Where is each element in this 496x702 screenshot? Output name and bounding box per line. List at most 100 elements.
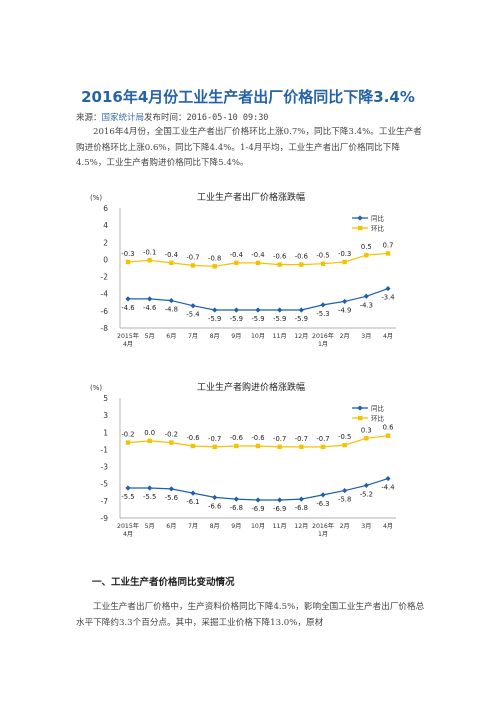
data-point [147,438,152,444]
data-label: -0.3 [121,250,134,258]
chart-input-price: 工业生产者购进价格涨跌幅 (%) -9 -7 -5 -3 -1 1 3 5 2015年 4月 5月 6月 7… [90,381,396,538]
x-tick-label: 8月 [210,523,220,530]
data-label: -6.3 [316,500,329,508]
data-label: -0.6 [186,434,199,442]
data-point [363,293,369,299]
data-point [342,442,347,448]
legend-label: 环比 [371,414,385,423]
data-point [169,440,174,445]
legend-label: 同比 [371,214,385,223]
x-tick-label: 8月 [210,333,220,340]
data-point [277,497,283,503]
data-label: -4.4 [381,484,394,492]
x-tick-label: 2015年 4月 [117,332,139,348]
data-point [342,259,347,265]
data-label: -4.3 [360,301,373,309]
x-tick-label: 10月 [251,333,265,340]
data-label: -6.1 [186,498,199,506]
data-label: -5.2 [360,490,373,498]
data-label: -5.9 [273,315,286,323]
section-heading: 一、工业生产者价格同比变动情况 [92,577,235,588]
y-tick-label: -4 [101,290,109,299]
data-point [190,490,196,496]
data-label: -5.8 [338,496,351,504]
data-label: -6.6 [208,502,221,510]
data-point [299,262,304,267]
data-point [364,436,369,441]
data-label: 0.3 [361,426,372,434]
data-label: -0.4 [251,251,264,259]
y-tick-label: 5 [103,394,108,403]
data-label: -6.9 [273,505,286,513]
data-label: -0.7 [295,435,308,443]
y-unit-label: (%) [90,194,102,202]
data-label: 0.5 [361,243,372,251]
data-label: -0.1 [143,248,156,256]
data-point [385,285,391,292]
data-point [147,258,152,263]
publish-time: 2016-05-10 09:30 [186,113,269,123]
x-tick-label: 12月 [294,333,308,340]
data-point [147,296,153,302]
x-tick-label: 4月 [383,523,393,530]
data-point [233,496,239,502]
data-point [233,307,239,313]
data-label: -5.9 [295,315,308,323]
data-point [342,487,348,494]
legend-marker [357,215,363,221]
x-tick-label: 2015年 4月 [117,522,139,538]
data-point [364,252,369,258]
data-point [147,485,153,491]
data-point [234,443,239,449]
data-label: 0.6 [383,424,394,432]
y-tick-label: 4 [103,221,108,230]
data-point [320,261,326,266]
data-label: -0.5 [316,252,329,260]
data-point [385,433,391,438]
data-point [125,440,131,445]
x-tick-label: 6月 [166,523,176,530]
y-tick-label: -2 [101,273,109,282]
source-prefix: 来源： [76,113,102,123]
article-title: 2016年4月份工业生产者出厂价格同比下降3.4% [81,88,415,106]
legend-label: 同比 [371,404,385,413]
data-label: -0.6 [295,253,308,261]
x-tick-label: 9月 [231,333,241,340]
source-link[interactable]: 国家统计局 [101,113,145,123]
x-tick-label: 2月 [340,523,350,530]
y-tick-label: -7 [101,497,109,506]
y-unit-label: (%) [90,384,102,392]
data-point [125,296,131,302]
data-point [298,496,304,502]
x-tick-label: 11月 [273,333,287,340]
data-label: -5.6 [165,494,178,502]
data-point [320,302,326,308]
data-label: -0.5 [338,433,351,441]
data-point [125,485,131,491]
y-tick-label: -8 [101,324,109,333]
data-point [385,251,391,256]
data-point [168,297,174,304]
legend-label: 环比 [371,224,385,233]
data-point [255,497,261,503]
data-point [212,444,217,450]
data-point [255,307,261,313]
data-point [212,494,218,501]
y-tick-label: -3 [101,463,109,472]
x-tick-label: 2016年 1月 [312,332,334,348]
data-label: -5.5 [143,493,156,501]
article-meta: 来源：国家统计局发布时间：2016-05-10 09:30 [76,111,268,123]
y-tick-label: -5 [101,480,109,489]
x-tick-label: 11月 [273,523,287,530]
data-label: -0.6 [273,253,286,261]
data-label: -0.6 [230,434,243,442]
data-point [385,475,391,482]
data-label: -5.9 [251,315,264,323]
intro-paragraph: 2016年4月份，全国工业生产者出厂价格环比上涨0.7%，同比下降3.4%。工业… [76,127,422,168]
y-tick-label: -6 [101,307,109,316]
data-label: -5.9 [208,315,221,323]
x-tick-label: 6月 [166,333,176,340]
y-tick-label: 6 [103,204,108,213]
data-label: -5.5 [121,493,134,501]
data-label: 0.0 [144,429,155,437]
